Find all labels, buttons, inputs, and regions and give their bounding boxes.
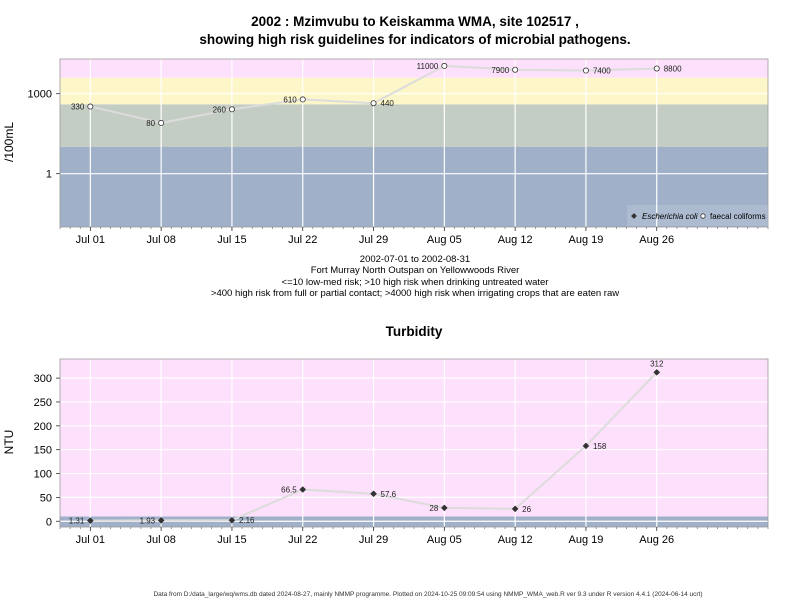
- bottom-y-axis-label: NTU: [2, 430, 16, 455]
- data-point: [441, 62, 448, 69]
- x-tick-label: Jul 15: [217, 534, 246, 546]
- data-point: [228, 106, 235, 113]
- plot-frame: [59, 58, 769, 228]
- x-tick-label: Aug 26: [639, 534, 674, 546]
- data-label: 260: [213, 105, 227, 114]
- top-y-axis-label: /100mL: [2, 122, 16, 162]
- data-point: [87, 103, 94, 110]
- x-tick-label: Jul 01: [76, 234, 105, 246]
- legend-ecoli-marker: [631, 213, 637, 219]
- data-label: 2.16: [239, 516, 255, 525]
- bottom-risk-band: [60, 359, 768, 517]
- data-label: 1.31: [69, 517, 85, 526]
- y-tick-label: 200: [34, 421, 52, 433]
- bottom-plot-panel: Jul 01 Jul 08 Jul 15 Jul 22 Jul 29 Aug 05 Aug …: [34, 358, 769, 546]
- y-tick-label: 1: [46, 169, 52, 181]
- y-tick-label: 300: [34, 373, 52, 385]
- data-point: [512, 66, 519, 73]
- plot-frame: [59, 358, 769, 528]
- x-tick-label: Aug 19: [569, 234, 604, 246]
- legend-box: [627, 205, 768, 226]
- y-tick-label: 150: [34, 445, 52, 457]
- data-label: 1.93: [140, 516, 156, 525]
- x-tick-label: Aug 12: [498, 534, 533, 546]
- x-tick-label: Jul 29: [359, 234, 388, 246]
- data-label: 11000: [417, 62, 439, 71]
- data-point: [582, 67, 589, 74]
- x-tick-label: Jul 08: [146, 234, 175, 246]
- footer-note: Data from D:/data_large/wq/wms.db dated …: [153, 591, 702, 598]
- x-tick-label: Jul 01: [76, 534, 105, 546]
- y-tick-label: 50: [40, 492, 52, 504]
- data-label: 26: [522, 505, 531, 514]
- top-plot-panel: Jul 01 Jul 08 Jul 15 Jul 22 Jul 29 Aug 05 Aug …: [28, 58, 769, 246]
- data-point: [158, 119, 165, 126]
- x-tick-label: Aug 26: [639, 234, 674, 246]
- data-point: [653, 65, 660, 72]
- subtitle-date-range: 2002-07-01 to 2002-08-31: [360, 254, 470, 265]
- data-point: [370, 490, 377, 498]
- data-label: 330: [71, 103, 85, 112]
- data-label: 66.5: [281, 486, 297, 495]
- x-tick-label: Aug 05: [427, 234, 462, 246]
- bottom-chart-title: Turbidity: [386, 324, 443, 339]
- data-point: [440, 504, 448, 512]
- data-label: 28: [429, 504, 438, 513]
- data-point: [653, 369, 661, 376]
- data-label: 8800: [664, 65, 682, 74]
- x-tick-label: Jul 22: [288, 234, 317, 246]
- data-label: 158: [593, 442, 607, 451]
- legend-ecoli-label: Escherichia coli: [642, 212, 698, 221]
- top-risk-band: [60, 59, 768, 78]
- y-tick-label: 0: [46, 516, 52, 528]
- data-point: [299, 486, 307, 493]
- data-label: 312: [650, 359, 664, 368]
- legend-fc-marker: [700, 213, 706, 219]
- data-point: [370, 100, 377, 107]
- y-tick-label: 250: [34, 397, 52, 409]
- top-risk-band: [60, 104, 768, 148]
- x-tick-label: Jul 08: [146, 534, 175, 546]
- data-label: 80: [146, 119, 155, 128]
- top-legend: Escherichia coli faecal coliforms: [627, 205, 768, 226]
- x-tick-label: Aug 05: [427, 534, 462, 546]
- x-tick-label: Jul 22: [288, 534, 317, 546]
- subtitle-guideline-2: >400 high risk from full or partial cont…: [211, 288, 619, 299]
- data-label: 7400: [593, 67, 611, 76]
- x-tick-label: Aug 12: [498, 234, 533, 246]
- data-point: [86, 517, 94, 525]
- y-tick-label: 1000: [28, 89, 52, 101]
- top-chart-title-line1: 2002 : Mzimvubu to Keiskamma WMA, site 1…: [251, 14, 579, 29]
- legend-fc-label: faecal coliforms: [710, 212, 766, 221]
- top-chart-title-line2: showing high risk guidelines for indicat…: [199, 32, 630, 47]
- data-label: 57.6: [381, 490, 397, 499]
- data-label: 440: [381, 99, 395, 108]
- x-tick-label: Jul 15: [217, 234, 246, 246]
- subtitle-guideline-1: <=10 low-med risk; >10 high risk when dr…: [282, 277, 549, 288]
- subtitle-site: Fort Murray North Outspan on Yellowwoods…: [311, 265, 520, 276]
- data-point: [157, 516, 165, 524]
- x-tick-label: Aug 19: [569, 534, 604, 546]
- y-tick-label: 100: [34, 469, 52, 481]
- x-tick-label: Jul 29: [359, 534, 388, 546]
- data-point: [511, 505, 519, 513]
- data-point: [582, 442, 590, 450]
- data-point: [228, 516, 236, 524]
- data-label: 610: [283, 95, 297, 104]
- data-point: [299, 96, 306, 103]
- top-risk-band: [60, 147, 768, 227]
- data-label: 7900: [491, 66, 509, 75]
